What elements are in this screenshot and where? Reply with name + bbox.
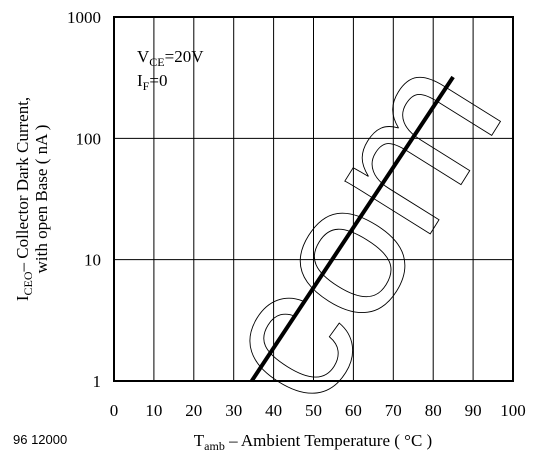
x-axis-label: Tamb – Ambient Temperature ( °C ) (194, 431, 432, 453)
y-axis-label-line1: ICEO– Collector Dark Current, (13, 97, 35, 301)
x-tick-label: 70 (385, 401, 402, 420)
x-tick-label: 80 (425, 401, 442, 420)
x-tick-label: 90 (465, 401, 482, 420)
y-tick-label: 1 (93, 372, 102, 391)
x-tick-label: 20 (185, 401, 202, 420)
x-tick-label: 30 (225, 401, 242, 420)
x-tick-label: 0 (110, 401, 119, 420)
y-tick-label: 1000 (67, 8, 101, 27)
series-layer (250, 75, 455, 383)
x-tick-label: 60 (345, 401, 362, 420)
grid (114, 17, 513, 381)
y-axis-label-line2: with open Base ( nA ) (32, 125, 51, 274)
y-tick-label: 10 (84, 251, 101, 270)
x-tick-label: 10 (145, 401, 162, 420)
x-tick-label: 40 (265, 401, 282, 420)
y-tick-label: 100 (76, 129, 102, 148)
x-tick-label: 50 (305, 401, 322, 420)
plot-frame (113, 16, 514, 382)
annotation-vce: VCE=20V (137, 47, 204, 69)
x-tick-label: 100 (500, 401, 526, 420)
y-axis-label: ICEO– Collector Dark Current, with open … (13, 97, 51, 301)
figure-id: 96 12000 (13, 432, 67, 447)
series-line-0 (250, 75, 455, 383)
annotation-if: IF=0 (137, 71, 167, 93)
